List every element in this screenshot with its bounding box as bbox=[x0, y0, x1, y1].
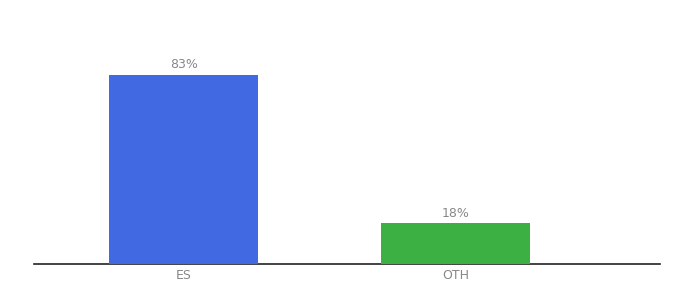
Text: 83%: 83% bbox=[170, 58, 197, 71]
Bar bbox=[109, 75, 258, 264]
Bar bbox=[381, 223, 530, 264]
Text: 18%: 18% bbox=[442, 206, 469, 220]
